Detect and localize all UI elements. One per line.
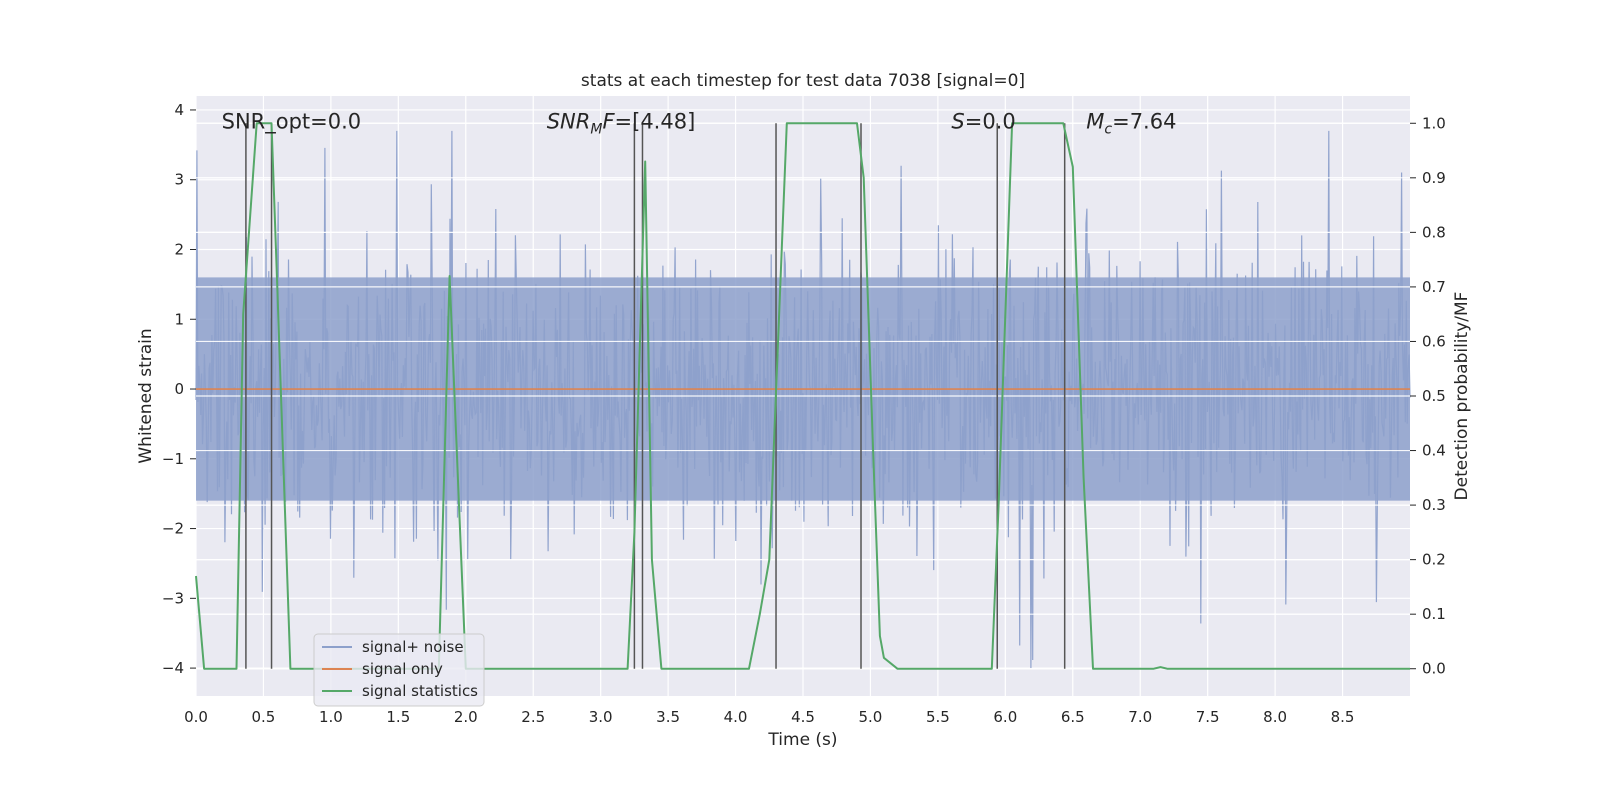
annotations: SNR_opt=0.0 SNRMF=[4.48] S=0.0 Mc=7.64: [222, 110, 1177, 138]
chart-title: stats at each timestep for test data 703…: [581, 71, 1025, 91]
y-tick-label-right: 1.0: [1422, 114, 1446, 132]
x-tick-label: 5.5: [926, 708, 950, 726]
legend-entry-signal-only: signal only: [362, 660, 443, 678]
y-axis-left-ticks: −4 −3 −2 −1 0 1 2 3 4: [162, 101, 196, 677]
y-tick-label-right: 0.4: [1422, 442, 1446, 460]
annotation-text: S=0.0: [951, 110, 1015, 134]
y-tick-label-left: 2: [174, 240, 184, 258]
x-axis-ticks: 0.0 0.5 1.0 1.5 2.0 2.5 3.0 3.5 4.0 4.5 5.0 5.5 6.0 6…: [184, 708, 1354, 726]
legend: signal+ noise signal only signal statist…: [313, 633, 485, 707]
y-tick-label-left: −1: [162, 450, 184, 468]
x-tick-label: 2.5: [521, 708, 545, 726]
y-tick-label-right: 0.3: [1422, 496, 1446, 514]
y-tick-label-left: 4: [174, 101, 184, 119]
x-tick-label: 2.0: [454, 708, 478, 726]
y-axis-right-label: Detection probability/MF: [1452, 292, 1472, 501]
y-tick-label-right: 0.9: [1422, 169, 1446, 187]
y-tick-label-left: 0: [174, 380, 184, 398]
legend-entry-signal-statistics: signal statistics: [362, 682, 478, 700]
detection-markers: [245, 123, 1066, 669]
y-tick-label-left: −4: [162, 659, 184, 677]
x-tick-label: 0.0: [184, 708, 208, 726]
y-tick-label-right: 0.8: [1422, 223, 1446, 241]
y-tick-label-left: 3: [174, 171, 184, 189]
y-tick-label-right: 0.6: [1422, 332, 1446, 350]
annotation-text: SNR_opt=0.0: [222, 110, 362, 135]
y-tick-label-left: 1: [174, 310, 184, 328]
x-tick-label: 6.0: [993, 708, 1017, 726]
annotation-text: Mc=7.64: [1086, 110, 1176, 138]
signal-noise-line: [195, 130, 1411, 669]
x-tick-label: 1.5: [386, 708, 410, 726]
x-axis-label: Time (s): [767, 730, 837, 750]
x-tick-label: 7.5: [1196, 708, 1220, 726]
x-tick-label: 8.5: [1331, 708, 1355, 726]
x-tick-label: 6.5: [1061, 708, 1085, 726]
x-tick-label: 7.0: [1128, 708, 1152, 726]
annotation-text: SNRMF=[4.48]: [547, 110, 696, 138]
y-axis-right-ticks: 0.0 0.1 0.2 0.3 0.4 0.5 0.6 0.7 0.8 0.9 1.0: [1410, 114, 1446, 678]
x-tick-label: 8.0: [1263, 708, 1287, 726]
x-tick-label: 5.0: [859, 708, 883, 726]
x-tick-label: 4.5: [791, 708, 815, 726]
signal-statistics-series: [195, 122, 1410, 670]
x-tick-label: 1.0: [319, 708, 343, 726]
y-tick-label-right: 0.2: [1422, 551, 1446, 569]
y-tick-label-right: 0.7: [1422, 278, 1446, 296]
y-tick-label-right: 0.0: [1422, 660, 1446, 678]
y-axis-left-label: Whitened strain: [136, 328, 156, 463]
legend-box: [313, 633, 485, 707]
y-tick-label-left: −3: [162, 589, 184, 607]
x-tick-label: 0.5: [252, 708, 276, 726]
signal-statistics-line: [195, 122, 1410, 670]
y-tick-label-left: −2: [162, 520, 184, 538]
y-tick-label-right: 0.5: [1422, 387, 1446, 405]
x-tick-label: 3.0: [589, 708, 613, 726]
legend-entry-signal-noise: signal+ noise: [362, 638, 464, 656]
y-tick-label-right: 0.1: [1422, 605, 1446, 623]
x-tick-label: 4.0: [724, 708, 748, 726]
x-tick-label: 3.5: [656, 708, 680, 726]
